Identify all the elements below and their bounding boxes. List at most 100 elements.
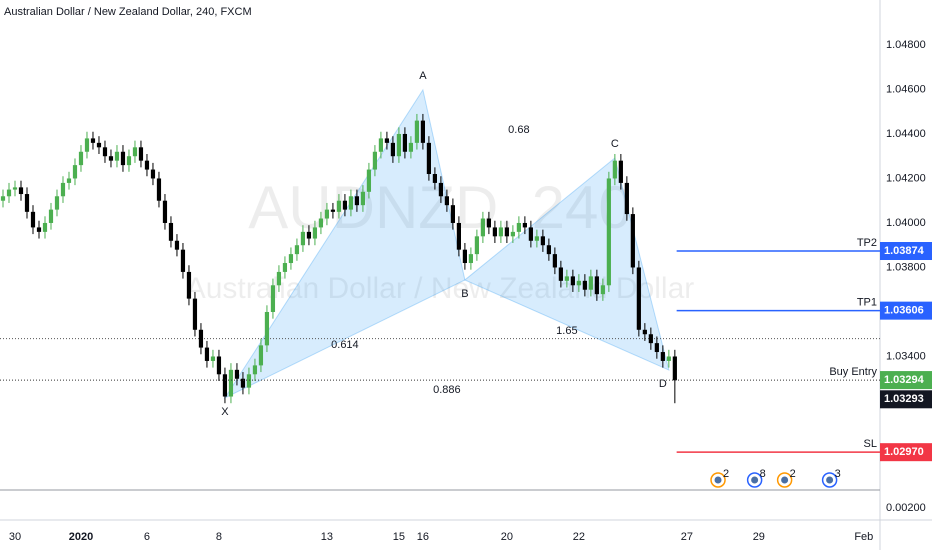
candle-body	[42, 222, 48, 232]
candle-body	[162, 200, 168, 223]
candle-body	[402, 133, 408, 152]
event-count: 8	[760, 468, 766, 480]
x-tick-label: 16	[417, 531, 429, 543]
candle-body	[168, 222, 174, 241]
candle-body	[276, 271, 282, 286]
candle-body	[390, 142, 396, 157]
candle-body	[564, 276, 569, 281]
candle-body	[552, 254, 557, 268]
candle-body	[36, 227, 42, 232]
candle-body	[522, 222, 527, 228]
last-price-tag: 1.03293	[884, 393, 924, 405]
candle-body	[318, 218, 324, 228]
candle-body	[672, 356, 677, 381]
candle-body	[360, 191, 366, 206]
level-price-tag-bg	[880, 301, 932, 320]
candle-body	[138, 147, 144, 161]
candle-body	[666, 356, 671, 361]
candle-body	[336, 200, 342, 212]
candle-body	[204, 347, 210, 361]
y-tick-label: 1.03800	[886, 261, 926, 273]
candle-body	[306, 231, 312, 239]
y-tick-label: 1.04200	[886, 172, 926, 184]
candle-body	[642, 329, 647, 335]
candle-body	[474, 236, 479, 255]
candle-body	[24, 194, 30, 212]
candle-body	[534, 236, 539, 241]
candle-body	[186, 271, 192, 299]
candle-body	[6, 189, 12, 197]
event-icon-inner	[781, 476, 789, 484]
candle-body	[372, 151, 378, 170]
event-icon-inner	[826, 476, 834, 484]
candle-body	[18, 187, 24, 195]
candle-body	[456, 222, 461, 250]
candle-body	[216, 356, 222, 375]
candle-body	[96, 142, 102, 148]
candle-body	[648, 334, 653, 344]
candle-body	[0, 196, 6, 201]
x-tick-label: 27	[681, 531, 693, 543]
candle-body	[498, 227, 503, 237]
level-name: TP1	[857, 297, 877, 309]
candle-body	[438, 182, 443, 197]
y-tick-label: 1.04400	[886, 128, 926, 140]
candle-body	[72, 165, 78, 179]
harmonic-triangle	[223, 88, 466, 400]
candle-body	[660, 352, 665, 361]
x-tick-label: 6	[144, 531, 150, 543]
ratio-label: 0.614	[331, 339, 359, 351]
candle-body	[258, 345, 264, 366]
ratio-label: 1.65	[556, 325, 577, 337]
candle-body	[282, 263, 288, 272]
x-tick-label: 8	[216, 531, 222, 543]
candle-body	[126, 156, 132, 166]
candle-body	[54, 196, 60, 210]
x-tick-label: Feb	[854, 531, 873, 543]
candle-body	[294, 245, 300, 255]
candle-body	[468, 254, 473, 264]
candle-body	[606, 178, 611, 286]
candle-body	[540, 236, 545, 246]
candle-body	[612, 160, 617, 179]
candle-body	[84, 138, 90, 152]
level-price-tag-bg	[880, 371, 932, 390]
candle-body	[300, 231, 306, 246]
event-count: 3	[835, 468, 841, 480]
candle-body	[558, 267, 563, 281]
candle-body	[312, 227, 318, 239]
x-tick-label: 20	[501, 531, 513, 543]
candle-body	[264, 311, 270, 346]
candle-body	[222, 374, 228, 397]
candle-body	[462, 249, 467, 264]
candle-body	[192, 298, 198, 330]
candle-body	[174, 240, 180, 250]
candle-body	[414, 120, 420, 143]
candle-body	[510, 231, 515, 237]
y-tick-label: 1.04800	[886, 39, 926, 51]
candle-body	[288, 254, 294, 264]
harmonic-triangle	[463, 157, 670, 371]
candle-body	[636, 267, 641, 330]
candle-body	[444, 196, 449, 206]
candle-body	[546, 245, 551, 255]
ratio-label: 0.68	[508, 124, 529, 136]
candle-body	[432, 174, 438, 183]
candle-body	[354, 196, 360, 206]
candle-body	[90, 138, 96, 143]
level-price-tag: 1.03294	[884, 374, 925, 386]
candle-body	[48, 209, 54, 223]
candle-body	[582, 280, 587, 290]
pattern-point-label: D	[659, 378, 667, 390]
level-price-tag: 1.02970	[884, 446, 924, 458]
candle-body	[486, 218, 491, 228]
ratio-label: 0.886	[433, 384, 461, 396]
candle-body	[594, 276, 599, 295]
level-name: Buy Entry	[829, 366, 877, 378]
level-price-tag: 1.03606	[884, 305, 924, 317]
candle-body	[480, 218, 485, 237]
candle-body	[570, 276, 575, 286]
pattern-point-label: B	[461, 288, 468, 300]
candle-body	[420, 120, 426, 143]
